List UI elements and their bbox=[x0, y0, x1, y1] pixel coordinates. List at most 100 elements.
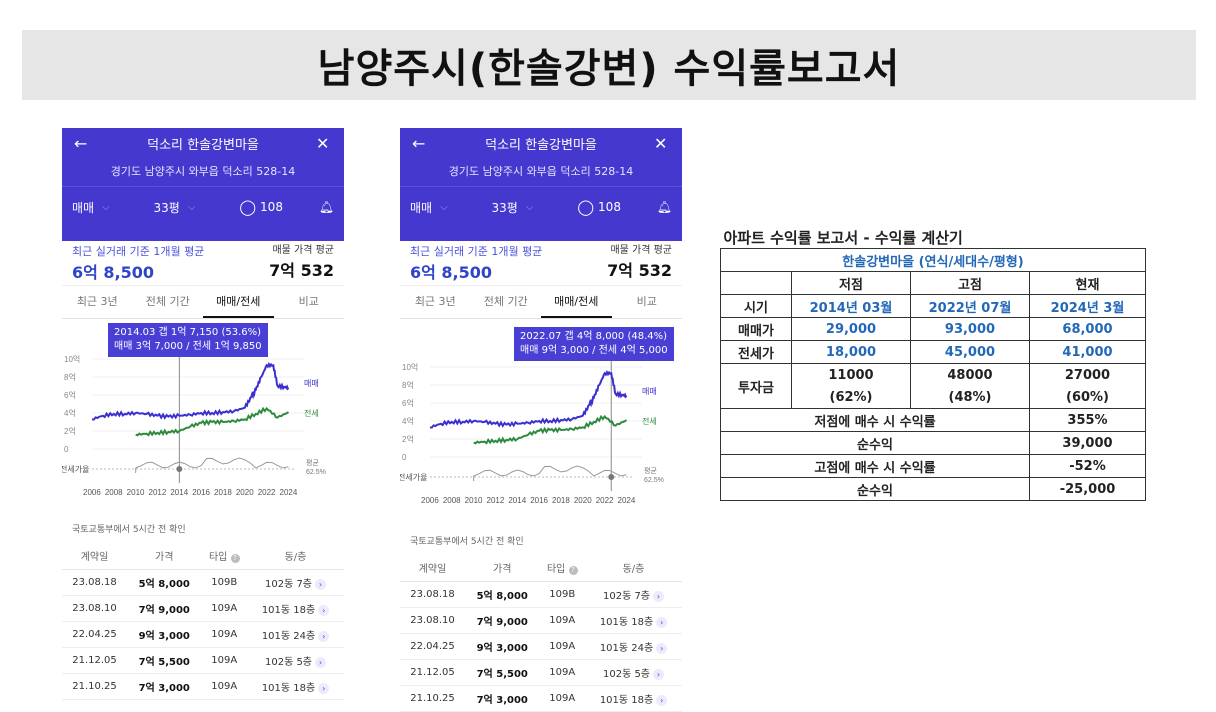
trade-floor: 102동 5층 › bbox=[247, 647, 344, 674]
col-low: 저점 bbox=[791, 271, 911, 295]
high-net-label: 순수익 bbox=[720, 477, 1030, 501]
trades-header: 타입 ? bbox=[539, 553, 586, 582]
chevron-right-icon[interactable]: › bbox=[653, 669, 665, 680]
jeonse-current: 41,000 bbox=[1029, 340, 1146, 364]
chevron-right-icon[interactable]: › bbox=[318, 631, 330, 642]
tab-sale-jeonse[interactable]: 매매/전세 bbox=[203, 286, 274, 318]
tab-sale-jeonse[interactable]: 매매/전세 bbox=[541, 286, 612, 318]
price-chart[interactable]: 2014.03 갭 1억 7,150 (53.6%) 매매 3억 7,000 /… bbox=[62, 319, 344, 519]
chevron-right-icon[interactable]: › bbox=[656, 643, 668, 654]
price-chart[interactable]: 2022.07 갭 4억 8,000 (48.4%) 매매 9억 3,000 /… bbox=[400, 319, 682, 531]
trade-date: 23.08.10 bbox=[62, 595, 128, 622]
invest-low: 11000 bbox=[791, 363, 911, 386]
deal-type-select[interactable]: 매매 ⌵ bbox=[72, 200, 110, 215]
y-tick-label: 2억 bbox=[64, 426, 76, 436]
y-tick-label: 10억 bbox=[64, 354, 80, 364]
ratio-line bbox=[135, 457, 289, 474]
table-row[interactable]: 22.04.25 9억 3,000 109A 101동 24층 › bbox=[400, 633, 682, 660]
price-summary: 최근 실거래 기준 1개월 평균 6억 8,500 매물 가격 평균 7억 53… bbox=[62, 241, 344, 286]
sale-low: 29,000 bbox=[791, 317, 911, 341]
info-icon[interactable]: ? bbox=[230, 553, 240, 563]
period-tabs: 최근 3년 전체 기간 매매/전세 비교 bbox=[62, 286, 344, 319]
trade-type: 109A bbox=[539, 659, 586, 686]
chart-svg: 10억 8억 6억 4억 2억 0 2006 2008 2010 2012 2014 2016 2018… bbox=[400, 345, 664, 505]
chevron-right-icon[interactable]: › bbox=[656, 695, 668, 706]
invest-high: 48000 bbox=[910, 363, 1030, 386]
chevron-right-icon[interactable]: › bbox=[653, 591, 665, 602]
comments-button[interactable]: ◯ 108 bbox=[577, 198, 621, 216]
tab-compare[interactable]: 비교 bbox=[298, 295, 319, 308]
invest-high-pct: (48%) bbox=[910, 386, 1030, 409]
deal-type-select[interactable]: 매매 ⌵ bbox=[410, 200, 448, 215]
app-header: ← 덕소리 한솔강변마을 ✕ 경기도 남양주시 와부읍 덕소리 528-14 매… bbox=[62, 128, 344, 241]
trade-price: 5억 8,000 bbox=[465, 581, 540, 608]
trade-price: 7억 5,500 bbox=[127, 647, 202, 674]
chart-tooltip: 2022.07 갭 4억 8,000 (48.4%) 매매 9억 3,000 /… bbox=[514, 327, 674, 361]
y-tick-label: 10억 bbox=[402, 362, 418, 372]
close-icon[interactable]: ✕ bbox=[316, 133, 330, 153]
chevron-right-icon[interactable]: › bbox=[318, 683, 330, 694]
close-icon[interactable]: ✕ bbox=[654, 133, 668, 153]
table-row[interactable]: 22.04.25 9억 3,000 109A 101동 24층 › bbox=[62, 621, 344, 648]
y-tick-label: 6억 bbox=[402, 398, 414, 408]
tab-compare[interactable]: 비교 bbox=[636, 295, 657, 308]
row-label-jeonse: 전세가 bbox=[720, 340, 792, 364]
x-tick-label: 2018 bbox=[214, 488, 232, 497]
address: 경기도 남양주시 와부읍 덕소리 528-14 bbox=[110, 165, 296, 178]
listing-price: 7억 532 bbox=[607, 261, 672, 280]
cursor-dot bbox=[608, 474, 615, 480]
y-tick-label: 0 bbox=[64, 445, 69, 454]
table-row[interactable]: 23.08.18 5억 8,000 109B 102동 7층 › bbox=[62, 569, 344, 596]
chevron-right-icon[interactable]: › bbox=[315, 657, 327, 668]
y-tick-label: 6억 bbox=[64, 390, 76, 400]
back-arrow-icon[interactable]: ← bbox=[412, 133, 426, 153]
chevron-right-icon[interactable]: › bbox=[656, 617, 668, 628]
tab-all-period[interactable]: 전체 기간 bbox=[145, 295, 190, 308]
chevron-right-icon[interactable]: › bbox=[318, 605, 330, 616]
table-row[interactable]: 21.10.25 7억 3,000 109A 101동 18층 › bbox=[62, 673, 344, 700]
chevron-down-icon: ⌵ bbox=[440, 201, 448, 213]
x-tick-label: 2012 bbox=[487, 496, 505, 505]
trade-floor: 101동 18층 › bbox=[247, 673, 344, 700]
ratio-label: 전세가율 bbox=[62, 464, 89, 474]
table-row[interactable]: 21.10.25 7억 3,000 109A 101동 18층 › bbox=[400, 685, 682, 712]
high-return-label: 고점에 매수 시 수익률 bbox=[720, 454, 1030, 478]
recent-price: 6억 8,500 bbox=[72, 263, 155, 282]
back-arrow-icon[interactable]: ← bbox=[74, 133, 88, 153]
trade-price: 7억 3,000 bbox=[465, 685, 540, 712]
bell-icon[interactable]: 🔔︎ bbox=[656, 200, 673, 214]
high-return-value: -52% bbox=[1029, 454, 1146, 478]
trade-price: 7억 5,500 bbox=[465, 659, 540, 686]
x-tick-label: 2008 bbox=[105, 488, 123, 497]
table-row[interactable]: 21.12.05 7억 5,500 109A 102동 5층 › bbox=[62, 647, 344, 674]
table-row[interactable]: 23.08.10 7억 9,000 109A 101동 18층 › bbox=[62, 595, 344, 622]
listing-price: 7억 532 bbox=[269, 261, 334, 280]
trade-date: 22.04.25 bbox=[400, 633, 466, 660]
table-row[interactable]: 23.08.10 7억 9,000 109A 101동 18층 › bbox=[400, 607, 682, 634]
table-row[interactable]: 23.08.18 5억 8,000 109B 102동 7층 › bbox=[400, 581, 682, 608]
area-select[interactable]: 33평 ⌵ bbox=[491, 200, 534, 215]
trade-date: 21.10.25 bbox=[62, 673, 128, 700]
chevron-right-icon[interactable]: › bbox=[315, 579, 327, 590]
series-line bbox=[135, 406, 290, 437]
trades-header: 동/층 bbox=[585, 553, 682, 582]
chevron-down-icon: ⌵ bbox=[525, 201, 534, 213]
period-current: 2024년 3월 bbox=[1029, 294, 1146, 318]
area-select[interactable]: 33평 ⌵ bbox=[153, 200, 196, 215]
blank-header-cell bbox=[720, 271, 792, 295]
address: 경기도 남양주시 와부읍 덕소리 528-14 bbox=[448, 165, 634, 178]
comments-button[interactable]: ◯ 108 bbox=[239, 198, 283, 216]
tab-all-period[interactable]: 전체 기간 bbox=[483, 295, 528, 308]
bell-icon[interactable]: 🔔︎ bbox=[318, 200, 335, 214]
x-tick-label: 2014 bbox=[170, 488, 188, 497]
price-summary: 최근 실거래 기준 1개월 평균 6억 8,500 매물 가격 평균 7억 53… bbox=[400, 241, 682, 286]
table-row[interactable]: 21.12.05 7억 5,500 109A 102동 5층 › bbox=[400, 659, 682, 686]
trade-type: 109A bbox=[201, 621, 248, 648]
tab-recent-3y[interactable]: 최근 3년 bbox=[76, 295, 118, 308]
info-icon[interactable]: ? bbox=[568, 565, 578, 575]
trade-price: 7억 3,000 bbox=[127, 673, 202, 700]
trades-header: 타입 ? bbox=[201, 541, 248, 570]
tab-recent-3y[interactable]: 최근 3년 bbox=[414, 295, 456, 308]
trade-floor: 102동 7층 › bbox=[247, 569, 344, 596]
trade-floor: 101동 18층 › bbox=[585, 607, 682, 634]
